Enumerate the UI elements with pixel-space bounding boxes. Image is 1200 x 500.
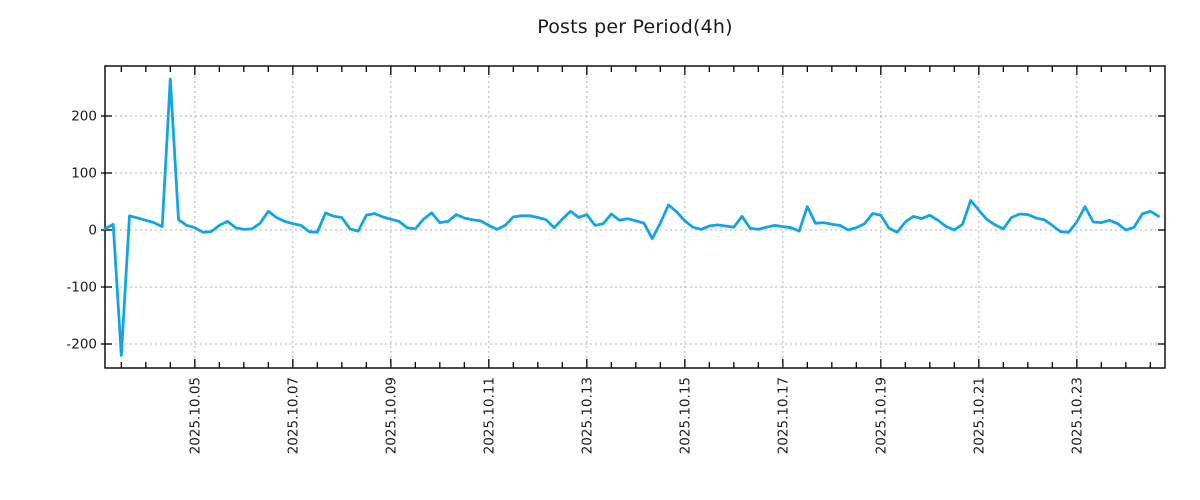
x-tick-label: 2025.10.05 — [187, 377, 203, 454]
x-tick-label: 2025.10.09 — [383, 377, 399, 454]
posts-series-line — [103, 77, 1160, 357]
y-tick-label: 0 — [88, 223, 97, 239]
x-tick-label: 2025.10.23 — [1069, 377, 1085, 454]
x-tick-label: 2025.10.13 — [579, 377, 595, 454]
y-tick-label: 100 — [71, 166, 97, 182]
x-tick-label: 2025.10.17 — [775, 377, 791, 454]
chart-title: Posts per Period(4h) — [537, 16, 733, 38]
y-tick-label: -100 — [66, 280, 97, 296]
y-tick-label: -200 — [66, 337, 97, 353]
x-tick-label: 2025.10.15 — [677, 377, 693, 454]
x-tick-label: 2025.10.07 — [285, 377, 301, 454]
x-tick-label: 2025.10.11 — [481, 377, 497, 454]
x-tick-label: 2025.10.21 — [971, 377, 987, 454]
y-tick-label: 200 — [71, 109, 97, 125]
x-tick-label: 2025.10.19 — [873, 377, 889, 454]
plot-border — [104, 65, 1166, 369]
